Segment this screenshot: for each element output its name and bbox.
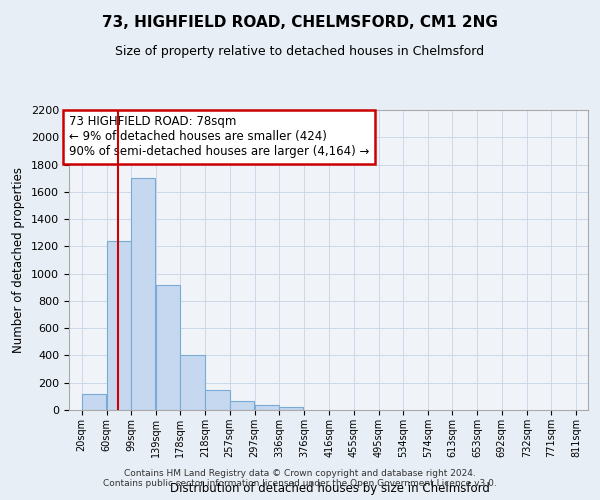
Text: 73, HIGHFIELD ROAD, CHELMSFORD, CM1 2NG: 73, HIGHFIELD ROAD, CHELMSFORD, CM1 2NG [102,15,498,30]
Bar [255,405,279,410]
Text: Contains public sector information licensed under the Open Government Licence v3: Contains public sector information licen… [103,478,497,488]
Text: Distribution of detached houses by size in Chelmsford: Distribution of detached houses by size … [170,482,490,495]
Text: Size of property relative to detached houses in Chelmsford: Size of property relative to detached ho… [115,45,485,58]
Bar [131,178,155,410]
Y-axis label: Number of detached properties: Number of detached properties [13,167,25,353]
Bar [205,390,230,410]
Bar [181,356,205,410]
Bar [279,408,304,410]
Text: Contains HM Land Registry data © Crown copyright and database right 2024.: Contains HM Land Registry data © Crown c… [124,468,476,477]
Bar [156,284,181,410]
Bar [82,394,106,410]
Bar [107,241,131,410]
Bar [230,401,254,410]
Text: 73 HIGHFIELD ROAD: 78sqm
← 9% of detached houses are smaller (424)
90% of semi-d: 73 HIGHFIELD ROAD: 78sqm ← 9% of detache… [69,116,370,158]
